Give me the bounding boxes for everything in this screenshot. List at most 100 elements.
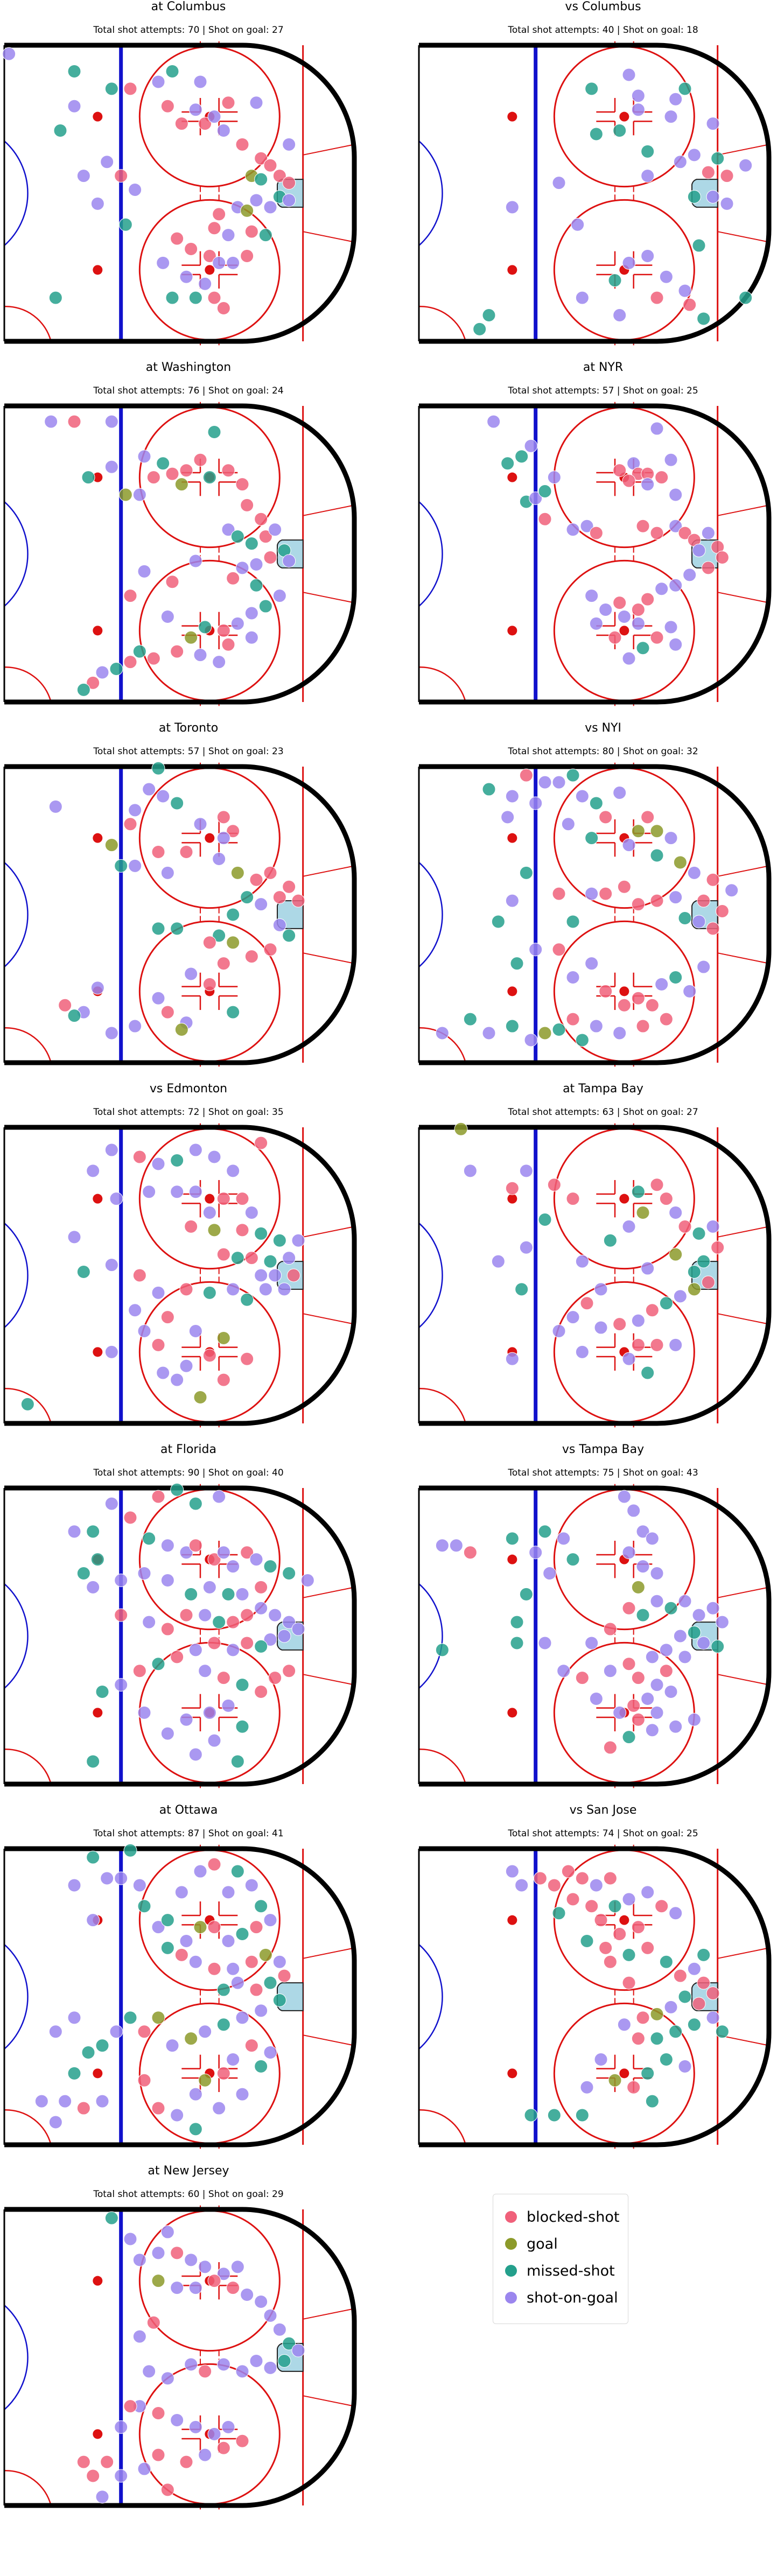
rink-boards [4,764,357,1065]
shot-point-missed-shot [678,82,692,96]
shot-point-shot-on-goal [179,270,193,284]
shot-point-shot-on-goal [739,158,753,172]
shot-point-shot-on-goal [636,1560,650,1574]
shot-point-shot-on-goal [487,415,501,429]
shot-point-blocked-shot [599,810,613,824]
shot-point-blocked-shot [631,1338,645,1352]
shot-point-shot-on-goal [198,277,212,291]
shot-point-missed-shot [76,1567,90,1581]
shot-point-blocked-shot [146,471,160,485]
shot-point-shot-on-goal [529,1546,543,1560]
shot-point-missed-shot [524,2108,538,2122]
shot-point-blocked-shot [226,2281,240,2295]
shot-point-blocked-shot [533,1871,547,1885]
shot-point-blocked-shot [622,1976,636,1990]
shot-chart-panel: vs Columbus Total shot attempts: 40 | Sho… [415,0,784,350]
shot-point-shot-on-goal [67,99,81,113]
legend-item-shot-on-goal: shot-on-goal [505,2287,618,2308]
neutral-zone-dot [507,1554,517,1564]
chart-subtitle: Total shot attempts: 76 | Shot on goal: … [93,385,284,396]
shot-point-missed-shot [202,471,216,485]
shot-point-goal [631,1580,645,1594]
shot-point-shot-on-goal [202,1705,216,1719]
shot-point-missed-shot [216,2018,230,2032]
shot-point-blocked-shot [706,1987,720,2001]
shot-point-blocked-shot [226,571,240,585]
shot-point-goal [608,2073,622,2087]
shot-point-missed-shot [263,1254,277,1268]
shot-point-missed-shot [240,890,254,904]
shot-point-shot-on-goal [650,1594,664,1608]
shot-point-shot-on-goal [706,2011,720,2025]
shot-point-missed-shot [711,151,725,165]
shot-point-shot-on-goal [202,1206,216,1220]
shot-point-shot-on-goal [188,2281,202,2295]
shot-point-goal [118,488,132,502]
shot-point-blocked-shot [575,1871,589,1885]
shot-point-missed-shot [160,1941,174,1955]
shot-point-shot-on-goal [263,2308,277,2322]
shot-point-blocked-shot [235,1223,249,1237]
shot-point-shot-on-goal [198,2448,212,2462]
shot-point-shot-on-goal [151,75,165,89]
shot-point-blocked-shot [282,176,296,190]
shot-point-shot-on-goal [291,2343,305,2357]
shot-point-missed-shot [515,450,529,464]
shot-point-missed-shot [687,189,701,203]
shot-point-blocked-shot [254,1685,268,1699]
shot-point-shot-on-goal [725,883,739,897]
shot-point-shot-on-goal [142,782,156,796]
shot-point-shot-on-goal [67,1230,81,1244]
faceoff-dot [205,833,215,843]
shot-point-blocked-shot [240,498,254,512]
faceoff-dot [619,111,629,122]
shot-point-blocked-shot [585,1899,599,1913]
rink-markings [3,1484,357,1788]
shot-point-shot-on-goal [123,2232,137,2246]
shot-point-missed-shot [566,1553,580,1567]
shot-point-blocked-shot [659,1664,673,1678]
shot-point-shot-on-goal [226,1282,240,1296]
shot-point-shot-on-goal [240,2288,254,2302]
shot-point-blocked-shot [711,1240,725,1254]
shot-point-missed-shot [272,1233,286,1247]
shot-point-missed-shot [636,641,650,655]
shot-point-shot-on-goal [128,859,142,873]
shot-point-shot-on-goal [678,1594,692,1608]
shot-point-goal [669,1247,683,1261]
shot-point-shot-on-goal [90,196,104,210]
shot-point-blocked-shot [165,575,179,589]
shot-point-shot-on-goal [160,2225,174,2239]
center-ice-circle [4,1223,29,1328]
shot-point-blocked-shot [207,1636,221,1650]
shot-point-missed-shot [90,1553,104,1567]
legend-marker-shot-on-goal [505,2292,517,2304]
neutral-zone-dot [93,2068,103,2079]
shot-point-shot-on-goal [198,1608,212,1622]
shot-point-shot-on-goal [291,1233,305,1247]
shot-point-shot-on-goal [249,1553,263,1567]
shot-point-blocked-shot [622,1657,636,1671]
shot-point-blocked-shot [589,526,603,540]
neutral-zone-dot [93,626,103,636]
shot-point-shot-on-goal [622,1546,636,1560]
shot-point-shot-on-goal [622,68,636,82]
shot-point-shot-on-goal [193,648,207,662]
shot-point-shot-on-goal [249,557,263,571]
shot-point-blocked-shot [706,873,720,887]
shot-point-shot-on-goal [594,2052,608,2066]
shot-point-shot-on-goal [529,491,543,505]
shot-point-shot-on-goal [627,1504,641,1518]
shot-point-shot-on-goal [184,2357,198,2371]
shot-point-blocked-shot [58,998,72,1012]
shot-point-missed-shot [519,866,533,880]
shot-point-shot-on-goal [282,193,296,207]
shot-point-blocked-shot [207,2274,221,2288]
shot-point-shot-on-goal [678,2059,692,2073]
shot-point-missed-shot [538,1212,552,1226]
shot-point-shot-on-goal [557,1664,571,1678]
shot-point-missed-shot [482,782,496,796]
shot-point-blocked-shot [622,474,636,488]
neutral-zone-dot [507,1194,517,1204]
shot-point-missed-shot [463,1012,477,1026]
